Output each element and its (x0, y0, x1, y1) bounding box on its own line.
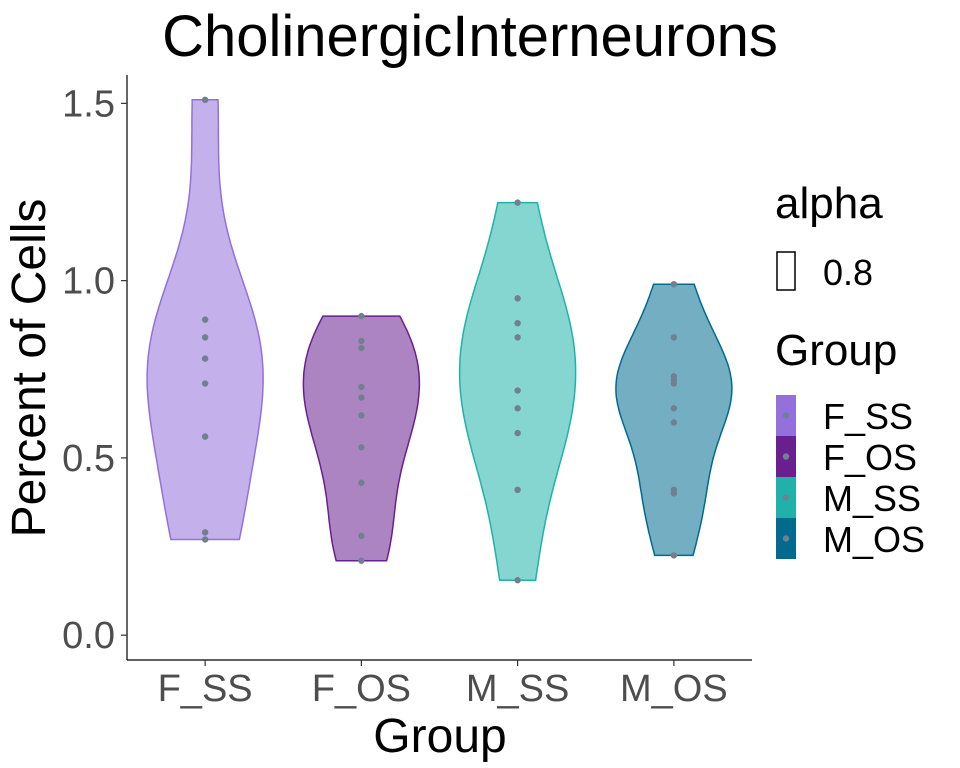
y-axis-ticks: 0.0 0.5 1.0 1.5 (62, 83, 127, 657)
data-point (358, 312, 365, 320)
data-point (670, 380, 678, 387)
data-point (670, 419, 678, 426)
x-tick-label: M_OS (620, 668, 728, 710)
data-point (201, 334, 209, 341)
data-point (514, 486, 521, 494)
data-point (514, 295, 521, 302)
legend-key-point (782, 494, 790, 501)
x-tick-label: F_OS (312, 668, 411, 710)
data-point (201, 536, 209, 543)
legend-key-point (782, 535, 790, 542)
data-point (358, 557, 365, 564)
data-point (358, 337, 365, 345)
x-axis-ticks: F_SS F_OS M_SS M_OS (158, 660, 728, 710)
y-tick-label: 0.0 (62, 615, 115, 657)
data-point (201, 316, 209, 323)
x-axis-title: Group (373, 710, 506, 763)
data-point (670, 490, 678, 497)
violin-F_OS (302, 315, 421, 562)
data-point (201, 380, 209, 387)
data-point (358, 344, 365, 352)
legend-key-point (782, 412, 790, 419)
legend-label-M_SS: M_SS (823, 478, 921, 519)
data-point (514, 387, 521, 394)
legend-alpha-title: alpha (775, 179, 883, 228)
x-tick-label: F_SS (158, 668, 253, 710)
data-point (514, 199, 521, 206)
y-tick-label: 1.5 (62, 83, 115, 125)
legend-alpha-key (776, 251, 796, 291)
legend-label-F_OS: F_OS (823, 437, 917, 478)
data-point (514, 319, 521, 327)
x-tick-label: M_SS (466, 668, 569, 710)
data-point (358, 532, 365, 540)
legend: alpha 0.8 Group F_SSF_OSM_SSM_OS (775, 179, 925, 560)
data-point (670, 334, 678, 341)
data-point (670, 405, 678, 412)
data-point (358, 394, 365, 401)
data-point (358, 444, 365, 451)
data-point (670, 552, 678, 559)
legend-group-title: Group (775, 326, 897, 375)
y-tick-label: 0.5 (62, 438, 115, 480)
plot-area (146, 96, 733, 584)
legend-label-F_SS: F_SS (823, 396, 913, 437)
chart-title: CholinergicInterneurons (162, 4, 778, 69)
data-point (358, 383, 365, 391)
data-point (670, 280, 678, 288)
data-point (201, 433, 209, 440)
data-point (514, 429, 521, 437)
data-point (358, 479, 365, 486)
y-axis-title: Percent of Cells (3, 199, 56, 538)
data-point (514, 405, 521, 412)
data-point (201, 96, 209, 104)
legend-alpha-value: 0.8 (823, 252, 873, 293)
data-point (514, 577, 521, 584)
y-tick-label: 1.0 (62, 261, 115, 303)
legend-entries: F_SSF_OSM_SSM_OS (776, 395, 925, 560)
legend-key-point (782, 453, 790, 460)
data-point (358, 412, 365, 419)
data-point (201, 355, 209, 362)
data-point (201, 529, 209, 536)
legend-label-M_OS: M_OS (823, 519, 925, 560)
data-point (514, 334, 521, 341)
